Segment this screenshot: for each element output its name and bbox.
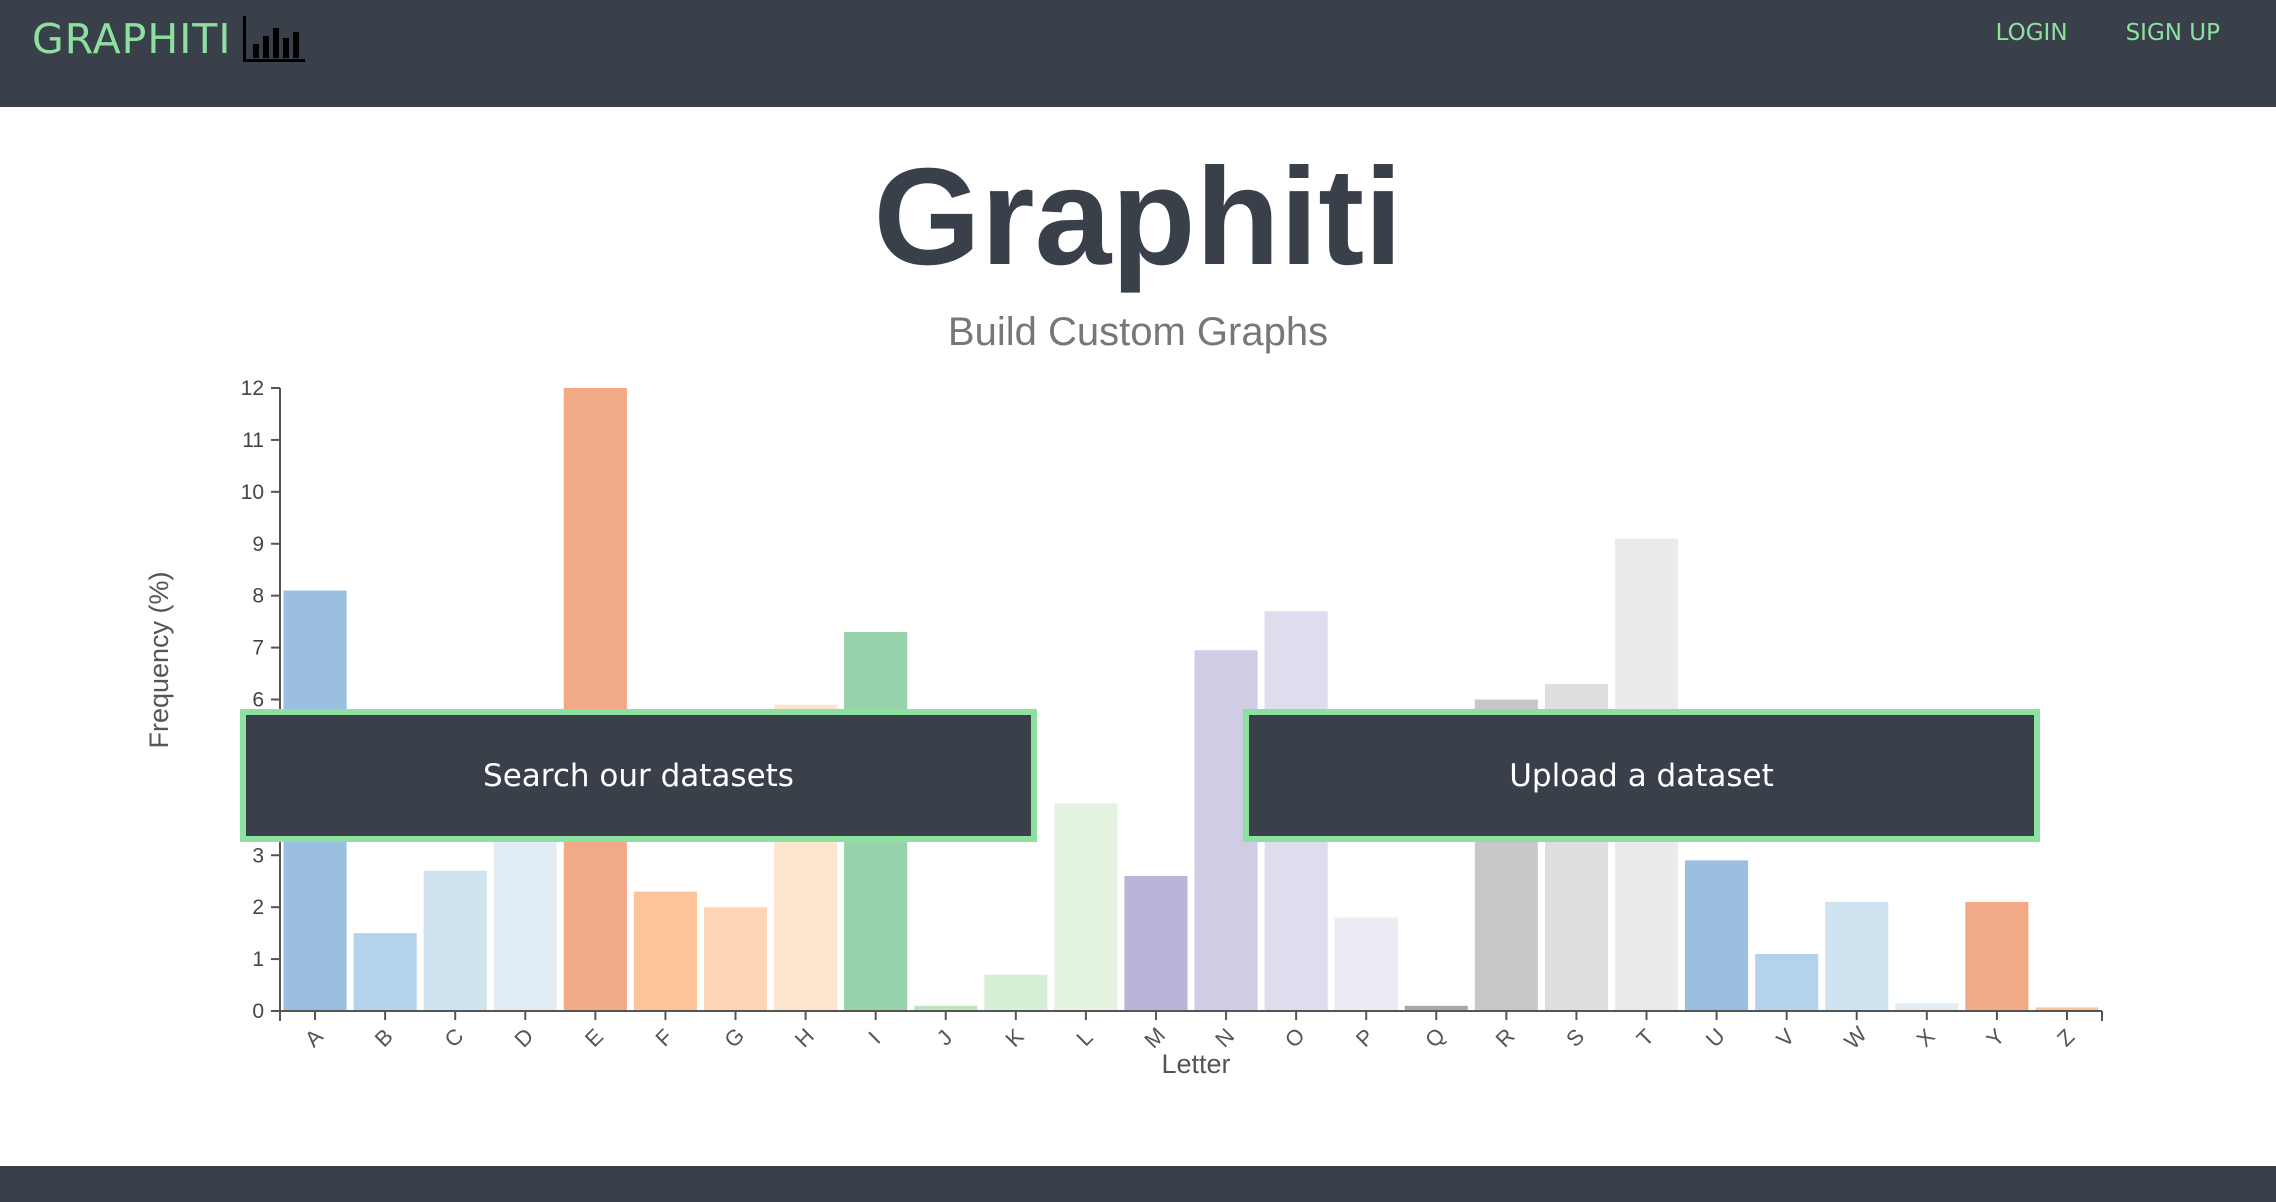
y-tick-label: 3 (252, 844, 264, 867)
search-datasets-button[interactable]: Search our datasets (240, 709, 1037, 842)
top-navbar: GRAPHITI LOGIN SIGN UP (0, 0, 2276, 107)
x-tick-label: U (1701, 1023, 1730, 1052)
bar-z (2035, 1007, 2099, 1011)
x-tick-label: G (719, 1023, 749, 1053)
y-tick-label: 1 (252, 948, 264, 971)
x-tick-label: X (1911, 1023, 1939, 1051)
x-tick-label: K (1000, 1023, 1028, 1051)
x-tick-label: J (932, 1025, 957, 1050)
bar-p (1334, 917, 1398, 1011)
bar-c (423, 870, 487, 1011)
bar-q (1404, 1005, 1468, 1011)
y-tick-label: 10 (241, 481, 264, 504)
bar-x (1895, 1003, 1959, 1011)
y-tick-label: 12 (241, 377, 264, 400)
x-tick-label: A (300, 1023, 328, 1051)
x-tick-label: B (370, 1024, 398, 1052)
bar-chart-icon (243, 16, 306, 62)
x-tick-label: C (439, 1023, 468, 1052)
y-tick-label: 0 (252, 1000, 264, 1023)
y-axis-title: Frequency (%) (144, 571, 174, 748)
x-tick-label: H (790, 1023, 819, 1052)
x-tick-label: W (1839, 1021, 1872, 1054)
y-tick-label: 7 (252, 637, 264, 660)
bar-g (704, 907, 768, 1011)
x-tick-label: Y (1982, 1023, 2010, 1051)
bar-b (353, 933, 417, 1011)
bar-y (1965, 902, 2029, 1011)
x-tick-label: V (1771, 1023, 1799, 1051)
page-title: Graphiti (873, 140, 1403, 294)
bar-e (563, 388, 627, 1011)
x-tick-label: I (863, 1027, 885, 1049)
x-tick-label: D (510, 1023, 539, 1052)
x-tick-label: T (1632, 1024, 1659, 1051)
bar-j (914, 1005, 978, 1011)
x-tick-label: F (651, 1024, 678, 1051)
x-tick-label: Q (1420, 1023, 1450, 1053)
y-tick-label: 2 (252, 896, 264, 919)
x-tick-label: O (1280, 1023, 1310, 1053)
bar-k (984, 974, 1048, 1011)
brand-logo-link[interactable]: GRAPHITI (32, 14, 307, 64)
signup-link[interactable]: SIGN UP (2125, 20, 2220, 46)
x-tick-label: L (1071, 1025, 1097, 1051)
x-tick-label: N (1210, 1023, 1239, 1052)
y-tick-label: 9 (252, 533, 264, 556)
x-tick-label: R (1491, 1023, 1520, 1052)
x-tick-label: Z (2052, 1024, 2079, 1051)
bar-f (633, 891, 697, 1011)
login-link[interactable]: LOGIN (1995, 20, 2068, 46)
page-subtitle: Build Custom Graphs (947, 310, 1329, 354)
x-tick-label: P (1351, 1024, 1379, 1052)
upload-dataset-button[interactable]: Upload a dataset (1243, 709, 2040, 842)
x-axis-title: Letter (1161, 1049, 1230, 1079)
x-tick-label: S (1561, 1024, 1589, 1052)
bar-v (1755, 953, 1819, 1011)
footer-bar (0, 1166, 2276, 1202)
y-tick-label: 11 (242, 429, 264, 452)
y-tick-label: 8 (252, 585, 264, 608)
bar-w (1825, 902, 1889, 1011)
bar-u (1685, 860, 1749, 1011)
nav-links: LOGIN SIGN UP (1996, 20, 2220, 46)
x-tick-label: E (580, 1024, 608, 1052)
brand-name: GRAPHITI (32, 15, 232, 63)
y-tick-label: 6 (252, 689, 264, 712)
bar-l (1054, 803, 1118, 1011)
bar-m (1124, 876, 1188, 1011)
